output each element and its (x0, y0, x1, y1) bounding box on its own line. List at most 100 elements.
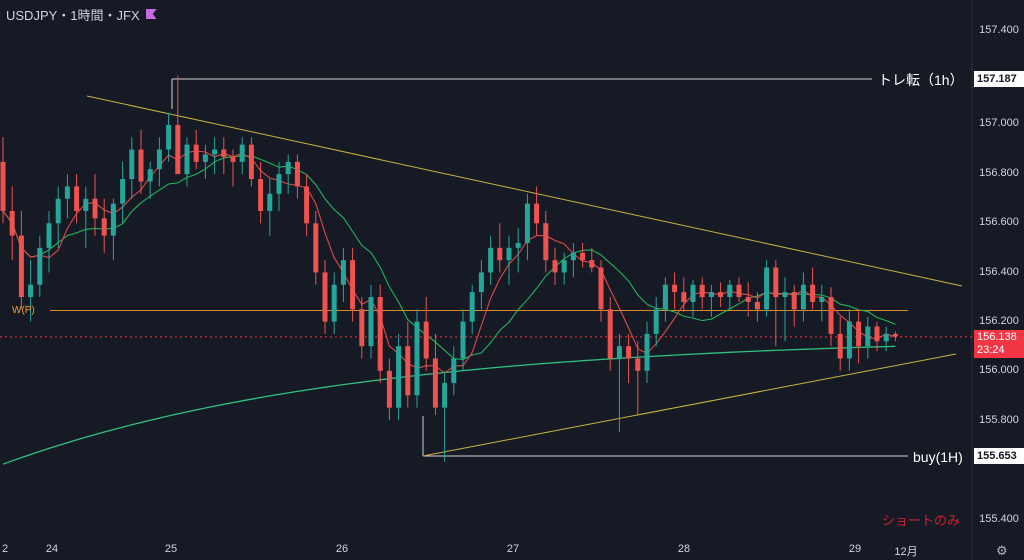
candle-body (285, 161, 291, 175)
candle-body (322, 272, 328, 322)
candle-body (543, 223, 549, 261)
candle-body (524, 203, 530, 243)
pivot-label: W(P) (12, 305, 35, 316)
candle-body (377, 297, 383, 371)
lower-trendline (422, 353, 957, 457)
lower-level-price-tag: 155.653 (974, 448, 1024, 464)
candle-body (561, 260, 567, 273)
candle-body (662, 284, 668, 310)
candle-body (83, 198, 89, 211)
candle-body (846, 321, 852, 359)
candle-body (589, 260, 595, 268)
current-price: 156.138 (977, 331, 1017, 343)
candle-body (874, 326, 880, 342)
candle-body (18, 235, 24, 298)
candle-body (552, 260, 558, 273)
candle-body (386, 370, 392, 408)
candle-body (294, 161, 300, 187)
candle-body (708, 292, 714, 298)
candle-body (497, 247, 503, 261)
candle-body (276, 174, 282, 194)
upper-level-label: トレ転（1h） (878, 72, 964, 88)
candle-body (331, 284, 337, 322)
candle-body (736, 284, 742, 298)
candle-body (46, 223, 52, 248)
candle-body (690, 284, 696, 302)
candle-body (37, 247, 43, 285)
candle-body (727, 284, 733, 298)
short-only-note: ショートのみ (882, 513, 961, 528)
candle-body (396, 346, 402, 408)
candle-body (488, 247, 494, 273)
candle-body (635, 358, 641, 371)
y-tick: 156.400 (979, 266, 1019, 278)
candle-body (607, 309, 613, 359)
candle-body (506, 247, 512, 261)
x-tick: 24 (45, 543, 59, 555)
settings-icon[interactable]: ⚙ (996, 543, 1008, 558)
lines-layer (0, 0, 973, 560)
candle-body (202, 154, 208, 162)
mid-ma-line (2, 155, 896, 361)
candle-body (892, 333, 898, 337)
candle-body (368, 297, 374, 347)
candle-body (791, 292, 797, 310)
candle-body (773, 267, 779, 298)
candle-body (672, 284, 678, 293)
y-tick: 157.400 (979, 24, 1019, 36)
candle-body (580, 252, 586, 261)
upper-trendline (86, 95, 963, 287)
candle-body (819, 297, 825, 302)
candle-body (782, 292, 788, 298)
candle-body (147, 169, 153, 182)
candle-body (423, 321, 429, 359)
candle-body (350, 260, 356, 310)
candle-body (239, 144, 245, 162)
candle-body (745, 297, 751, 302)
candle-body (644, 333, 650, 371)
candle-body (212, 149, 218, 155)
candle-body (110, 203, 116, 236)
candle-body (800, 284, 806, 310)
y-tick: 155.400 (979, 513, 1019, 525)
candle-body (359, 309, 365, 347)
candle-body (478, 272, 484, 293)
candle-body (230, 156, 236, 162)
candle-body (304, 186, 310, 224)
candle-body (258, 179, 264, 211)
candle-body (55, 198, 61, 224)
x-tick: 2 (1, 543, 9, 555)
candle-body (718, 292, 724, 298)
candle-body (313, 223, 319, 273)
candle-body (175, 124, 181, 175)
candles-layer (0, 75, 898, 462)
symbol-title: USDJPY・1時間・JFX (6, 7, 140, 23)
candle-body (856, 321, 862, 347)
x-tick: 25 (164, 543, 178, 555)
candle-body (28, 284, 34, 298)
flag-icon[interactable] (145, 9, 157, 19)
candle-body (193, 144, 199, 162)
candle-body (101, 218, 107, 236)
candle-body (681, 292, 687, 302)
candle-body (129, 149, 135, 180)
candle-body (120, 179, 126, 204)
symbol-header[interactable]: USDJPY・1時間・JFX (6, 6, 157, 23)
upper-level-price-tag: 157.187 (974, 71, 1024, 87)
candle-body (156, 149, 162, 170)
candle-body (138, 149, 144, 182)
candle-body (764, 267, 770, 310)
candle-body (460, 321, 466, 359)
candle-body (405, 346, 411, 396)
candle-body (754, 301, 760, 310)
candle-body (221, 149, 227, 157)
candle-body (442, 383, 448, 408)
candle-body (340, 260, 346, 285)
candle-body (570, 252, 576, 261)
current-price-tag: 156.138 23:24 (974, 330, 1024, 358)
candle-body (248, 144, 254, 180)
candle-body (74, 186, 80, 211)
candle-body (883, 333, 889, 342)
candle-body (184, 144, 190, 175)
